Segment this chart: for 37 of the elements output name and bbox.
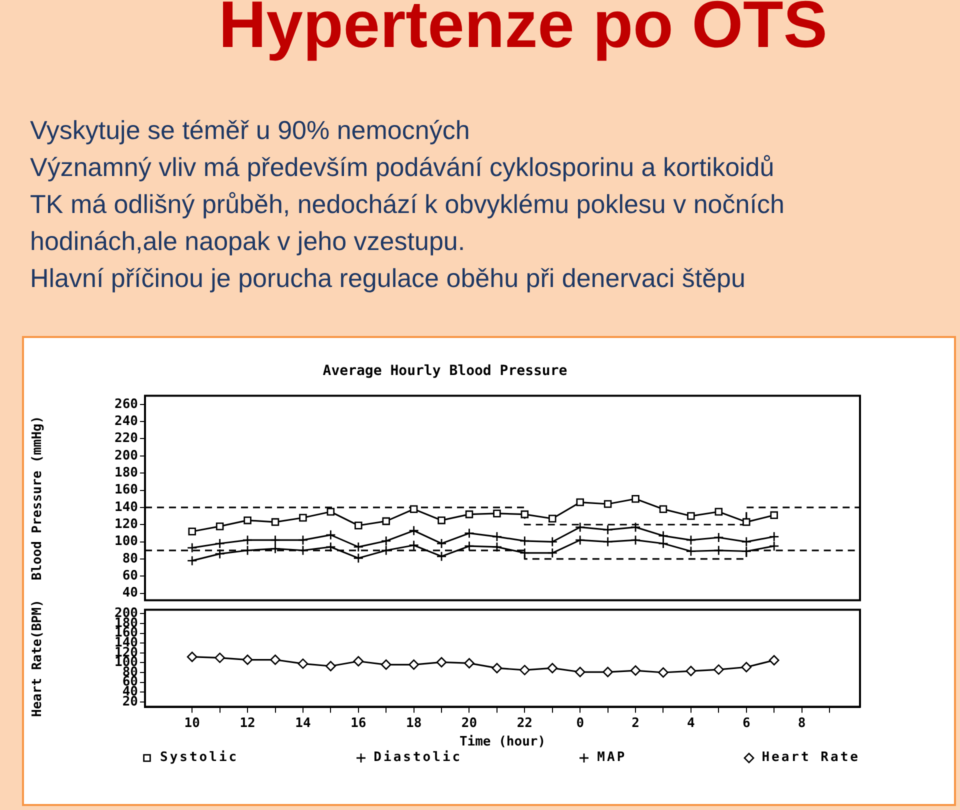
text: Hypertenze po OTS	[218, 0, 828, 62]
y-tick-label: 180	[114, 465, 138, 480]
y-tick-label: 160	[114, 482, 138, 498]
x-tick-label: 0	[576, 716, 584, 731]
x-tick-label: 18	[406, 716, 422, 731]
x-tick-label: 20	[461, 716, 478, 731]
legend-label: Diastolic	[374, 750, 462, 765]
y-tick-label: 100	[114, 534, 138, 550]
y-axis-title: Blood Pressure (mmHg)	[30, 416, 46, 580]
x-tick-label: 10	[184, 716, 200, 731]
y-tick-label: 40	[122, 586, 138, 601]
y-tick-label: 80	[122, 551, 138, 566]
text: Hlavní příčinou je porucha regulace oběhu při denervaci štěpu	[30, 262, 746, 295]
chart-title: Average Hourly Blood Pressure	[322, 363, 568, 380]
x-tick-label: 2	[632, 716, 640, 731]
x-tick-label: 22	[516, 716, 532, 731]
x-tick-label: 6	[742, 716, 750, 731]
y-tick-label: 220	[114, 431, 138, 446]
y-tick-label: 140	[114, 500, 138, 515]
y-tick-label: 120	[114, 517, 138, 532]
y-tick-label: 260	[114, 396, 138, 412]
legend-label: Heart Rate	[762, 750, 860, 765]
legend-label: Systolic	[160, 750, 239, 765]
x-tick-label: 14	[295, 716, 311, 731]
legend-label: MAP	[597, 750, 627, 765]
text: Významný vliv má především podávání cyklosporinu a kortikoidů	[30, 151, 776, 184]
x-tick-label: 12	[240, 716, 256, 731]
text: Vyskytuje se téměř u 90% nemocných	[30, 114, 471, 147]
text: TK má odlišný průběh, nedochází k obvyklému poklesu v nočních hodinách,ale naopak v jeho vzestupu.	[30, 188, 786, 258]
y-axis-title: Heart Rate(BPM)	[30, 600, 46, 718]
y-tick-label: 240	[114, 414, 138, 429]
x-axis-title: Time (hour)	[459, 734, 546, 750]
y-tick-label: 60	[122, 568, 138, 584]
x-tick-label: 16	[350, 716, 366, 731]
x-tick-label: 4	[687, 716, 696, 731]
x-tick-label: 8	[798, 716, 806, 731]
y-tick-label: 200	[114, 448, 138, 464]
